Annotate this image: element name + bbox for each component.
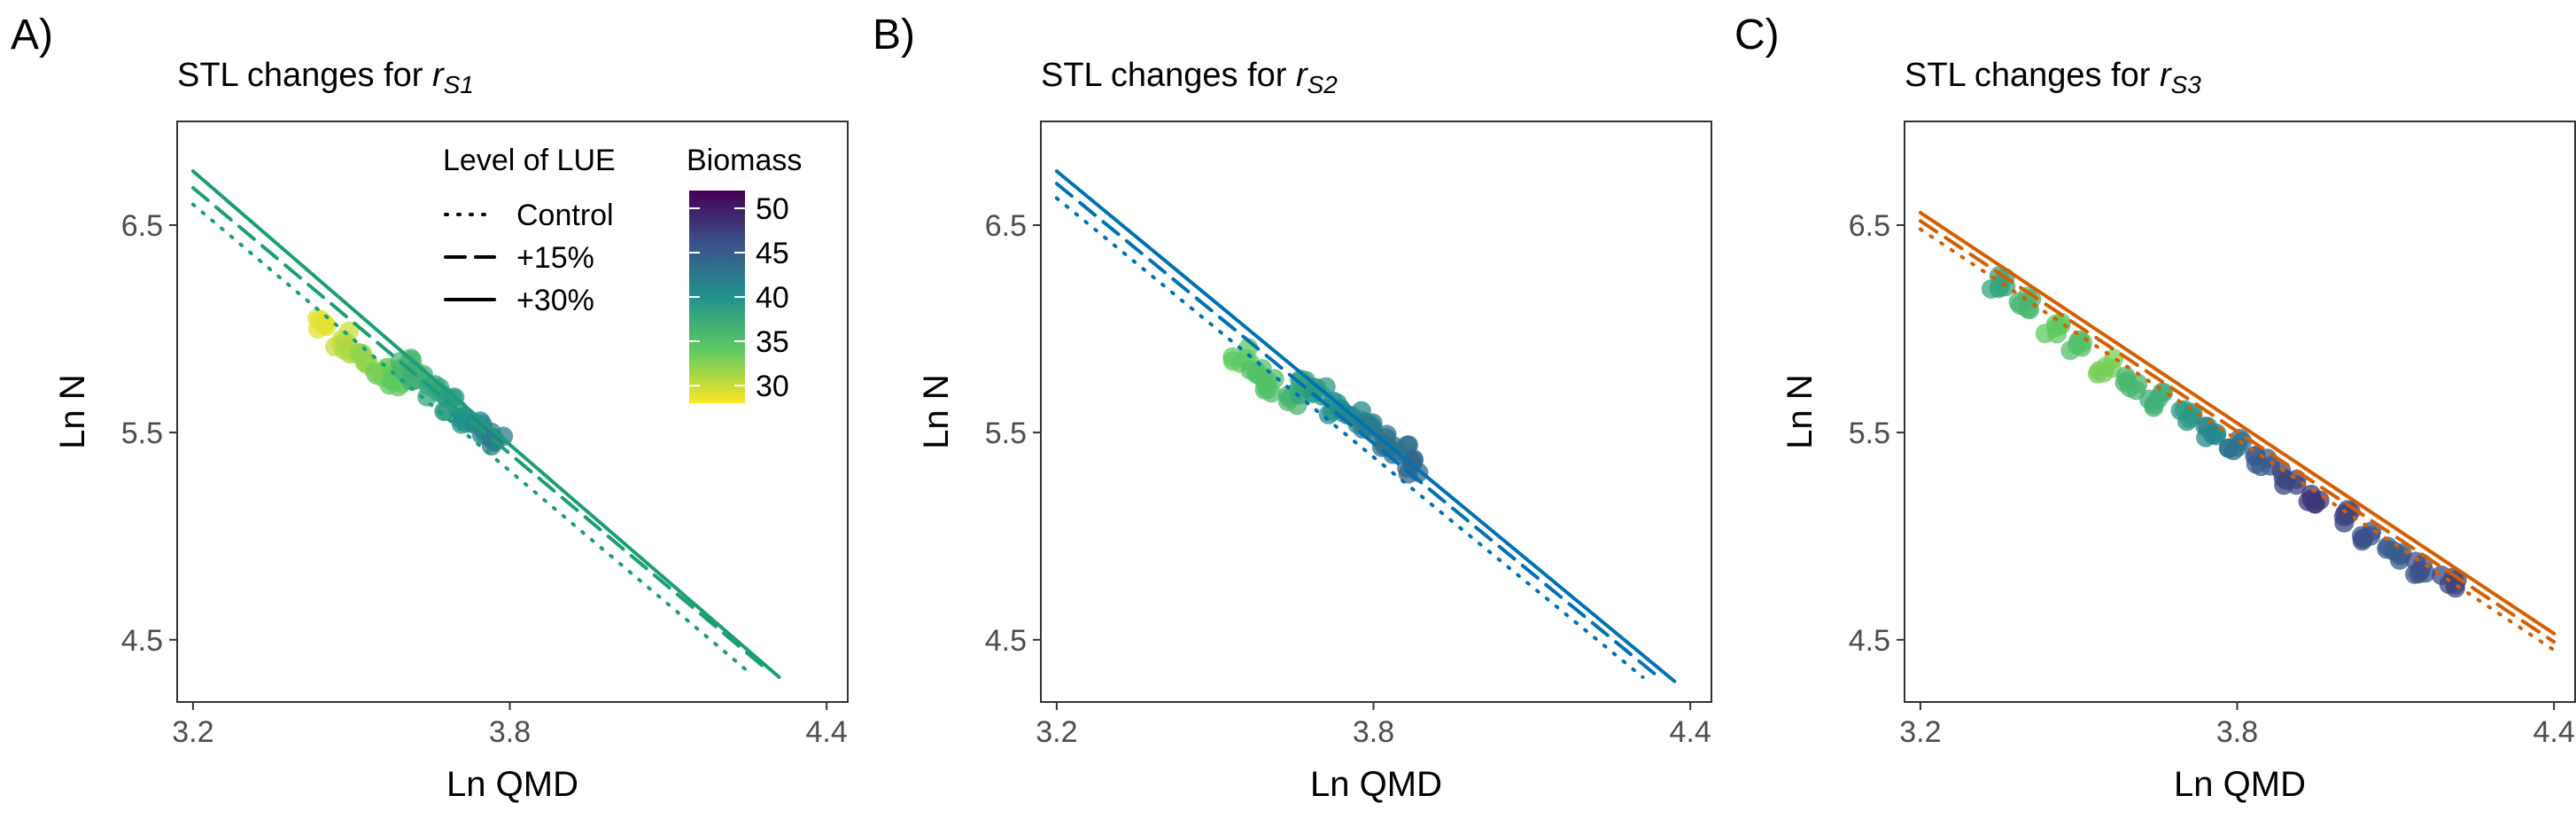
panel-b-title-subscript: S2 <box>1307 71 1338 98</box>
lue-legend-label-0: Control <box>516 199 614 232</box>
panel-b-line-dashed <box>1054 182 1661 679</box>
panel-c-point-4-5 <box>2093 363 2114 383</box>
panel-b-xtick-label-0: 3.2 <box>1036 715 1077 749</box>
panel-a-xtick-label-0: 3.2 <box>172 715 213 749</box>
panel-b-plot-area <box>1054 169 1677 683</box>
panel-c-title-subscript: S3 <box>2171 71 2202 98</box>
panel-b-ytick-label-1: 5.5 <box>985 417 1027 450</box>
panel-a-ytick-label-0: 4.5 <box>121 624 163 658</box>
panel-a-title-symbol: r <box>432 57 445 94</box>
panel-c-line-dashed <box>1918 219 2557 644</box>
panel-c-point-7-5 <box>2182 405 2202 425</box>
panel-c-plot-area <box>1918 210 2557 652</box>
panel-a-xtick-label-2: 4.4 <box>806 715 848 749</box>
panel-c-point-0-5 <box>1989 278 2009 299</box>
panel-c-xtick-label-1: 3.8 <box>2216 715 2258 749</box>
panel-b-xtick-label-1: 3.8 <box>1353 715 1394 749</box>
panel-b-point-2-5 <box>1255 375 1276 395</box>
panel-b-title-prefix: STL changes for <box>1041 57 1296 94</box>
colorbar-label-4: 30 <box>756 370 789 403</box>
panel-c-xtick-label-2: 4.4 <box>2533 715 2575 749</box>
panel-b-line-solid <box>1054 169 1677 683</box>
panel-b-ylabel: Ln N <box>917 374 956 449</box>
panel-a-ytick-label-1: 5.5 <box>121 417 163 450</box>
panel-c-xtick-label-0: 3.2 <box>1899 715 1941 749</box>
panel-b-ytick-label-2: 6.5 <box>985 209 1027 243</box>
panel-a-ylabel: Ln N <box>53 374 92 449</box>
panel-b-xtick-label-2: 4.4 <box>1670 715 1711 749</box>
panel-b-title-symbol: r <box>1296 57 1308 94</box>
panel-c-point-11-5 <box>2286 475 2307 495</box>
panel-a-title-prefix: STL changes for <box>177 57 432 94</box>
panel-b-ytick-label-0: 4.5 <box>985 624 1027 658</box>
lue-legend-title: Level of LUE <box>443 144 616 177</box>
lue-legend-label-1: +15% <box>516 241 594 275</box>
colorbar-label-3: 35 <box>756 325 789 359</box>
panel-b-tag: B) <box>873 12 915 58</box>
panel-c-line-dotted <box>1918 227 2557 652</box>
panel-a-tag: A) <box>11 12 53 58</box>
panel-c-point-1-5 <box>2017 299 2037 319</box>
panel-c-title: STL changes for rS3 <box>1905 57 2201 98</box>
panel-b-point-0-4 <box>1222 351 1243 371</box>
panel-c-xlabel: Ln QMD <box>2174 765 2306 804</box>
panel-c-ytick-label-2: 6.5 <box>1849 209 1890 243</box>
panel-c-tag: C) <box>1734 12 1780 58</box>
panel-b-line-dotted <box>1054 196 1645 679</box>
panel-b: B) STL changes for rS2 3.2 3.8 4.4 4.5 5.5 6.5 L… <box>873 12 1712 804</box>
panel-a-title-subscript: S1 <box>444 71 474 98</box>
panel-c-ytick-label-1: 5.5 <box>1849 417 1890 450</box>
panel-a-line-solid <box>190 169 781 679</box>
panel-a-ytick-label-2: 6.5 <box>121 209 163 243</box>
colorbar-label-0: 50 <box>756 192 789 226</box>
panel-c: C) STL changes for rS3 3.2 3.8 4.4 4.5 5.5 6.5 L… <box>1734 12 2576 804</box>
panel-c-ytick-label-0: 4.5 <box>1849 624 1890 658</box>
panel-b-plot-frame <box>1040 121 1712 703</box>
colorbar-label-2: 40 <box>756 281 789 315</box>
panel-c-point-2-5 <box>2045 314 2066 334</box>
panel-a-plot-frame <box>176 121 849 703</box>
colorbar-label-1: 45 <box>756 237 789 270</box>
lue-legend-label-2: +30% <box>516 284 594 317</box>
panel-a-line-dotted <box>190 202 749 673</box>
panel-a-title: STL changes for rS1 <box>177 57 474 98</box>
panel-c-point-5-5 <box>2120 378 2140 398</box>
panel-c-point-3-5 <box>2067 335 2087 355</box>
panel-b-xlabel: Ln QMD <box>1310 765 1442 804</box>
panel-c-point-9-5 <box>2223 441 2244 461</box>
panel-c-title-prefix: STL changes for <box>1905 57 2160 94</box>
panel-c-point-6-5 <box>2139 389 2160 410</box>
panel-a-plot-area <box>190 169 781 679</box>
panel-c-point-12-5 <box>2301 489 2322 510</box>
panel-a-point-0-5 <box>311 309 331 330</box>
panel-c-line-solid <box>1918 210 2557 636</box>
panel-a: A) STL changes for rS1 3.2 3.8 4.4 4.5 5.5 6.5 L… <box>11 12 849 804</box>
panel-c-title-symbol: r <box>2160 57 2172 94</box>
panel-c-plot-frame <box>1904 121 2576 703</box>
panel-a-line-dashed <box>190 185 771 673</box>
panel-a-xtick-label-1: 3.8 <box>489 715 531 749</box>
panel-b-point-10-5 <box>1383 444 1403 464</box>
biomass-legend-title: Biomass <box>687 144 802 177</box>
panel-b-point-7-5 <box>1333 402 1354 423</box>
panel-b-title: STL changes for rS2 <box>1041 57 1338 98</box>
legend: Level of LUE Control +15% +30% Biomass 50 45 40… <box>443 144 802 403</box>
panel-c-point-16-5 <box>2410 560 2431 581</box>
panel-c-ylabel: Ln N <box>1781 374 1819 449</box>
panel-a-xlabel: Ln QMD <box>446 765 578 804</box>
panel-c-point-14-5 <box>2361 526 2381 546</box>
